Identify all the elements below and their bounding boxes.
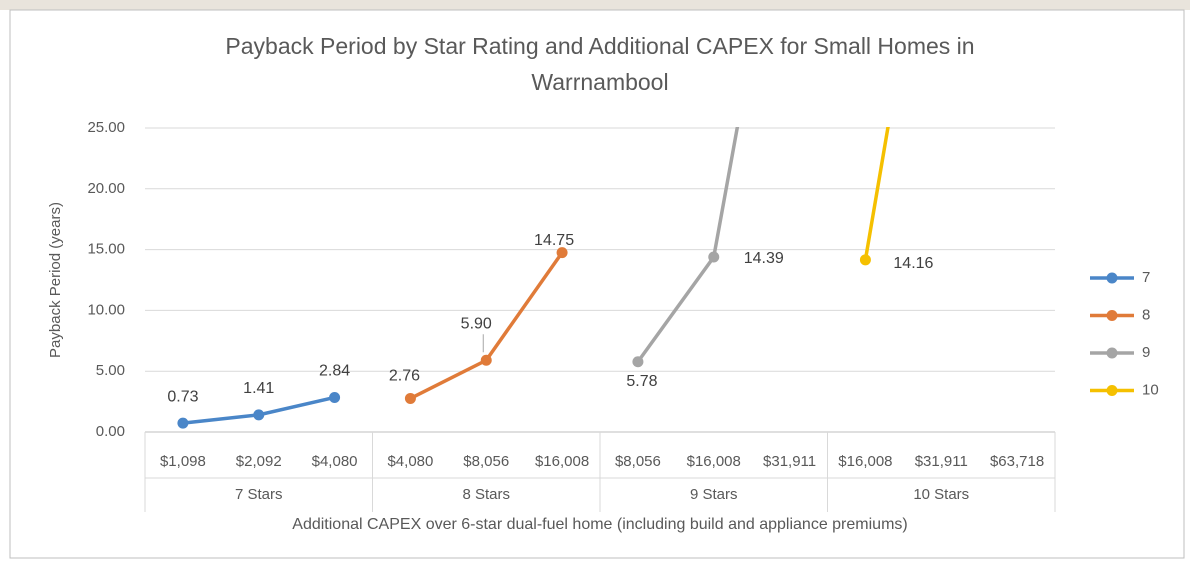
data-point [253, 409, 265, 421]
x-tick-label: $8,056 [463, 453, 509, 470]
y-tick-label: 5.00 [96, 362, 125, 379]
x-tick-label: $16,008 [535, 453, 589, 470]
title-line: Warrnambool [531, 69, 668, 95]
data-label: 5.78 [626, 373, 657, 390]
x-tick-label: $4,080 [387, 453, 433, 470]
legend-label: 8 [1142, 306, 1150, 323]
chart-frame [9, 9, 1185, 559]
x-tick-label: $8,056 [615, 453, 661, 470]
x-tick-label: $31,911 [763, 453, 816, 470]
data-point [859, 254, 871, 266]
top-strip [0, 0, 1190, 10]
data-point [708, 251, 720, 263]
data-label: 2.76 [389, 368, 420, 385]
x-tick-label: $31,911 [915, 453, 968, 470]
y-tick-label: 15.00 [87, 241, 125, 258]
plot-area [177, 127, 890, 429]
chart-title: Payback Period by Star Rating and Additi… [225, 33, 974, 95]
x-axis-title: Additional CAPEX over 6-star dual-fuel h… [292, 516, 907, 533]
x-group-label: 8 Stars [462, 486, 510, 503]
data-label: 5.90 [461, 315, 492, 332]
x-tick-label: $16,008 [687, 453, 741, 470]
data-point [177, 417, 189, 429]
y-tick-label: 10.00 [87, 301, 125, 318]
y-axis-title: Payback Period (years) [47, 202, 64, 358]
data-point [632, 356, 644, 368]
y-tick-label: 25.00 [87, 119, 125, 136]
data-label: 2.84 [319, 363, 350, 380]
data-label: 1.41 [243, 380, 274, 397]
legend-marker [1106, 272, 1118, 284]
x-tick-label: $2,092 [236, 453, 282, 470]
y-tick-label: 0.00 [96, 423, 125, 440]
x-tick-label: $4,080 [312, 453, 358, 470]
y-tick-label: 20.00 [87, 180, 125, 197]
legend-marker [1106, 385, 1118, 396]
legend-label: 9 [1142, 344, 1150, 361]
data-point [329, 391, 341, 403]
legend-label: 10 [1142, 381, 1159, 398]
legend-marker [1106, 347, 1118, 359]
data-point [556, 247, 568, 259]
data-point [480, 354, 492, 366]
x-group-label: 7 Stars [235, 486, 283, 503]
data-point [404, 392, 416, 404]
legend-label: 7 [1142, 269, 1150, 286]
series-line [863, 127, 890, 261]
data-label: 0.73 [167, 388, 198, 405]
x-tick-label: $1,098 [160, 453, 206, 470]
legend-marker [1106, 310, 1118, 321]
x-tick-label: $16,008 [838, 453, 892, 470]
data-label: 14.39 [744, 250, 784, 267]
title-line: Payback Period by Star Rating and Additi… [225, 33, 974, 59]
x-group-label: 9 Stars [690, 486, 738, 503]
data-label: 14.16 [893, 255, 933, 272]
x-tick-label: $63,718 [990, 453, 1044, 470]
x-group-label: 10 Stars [913, 486, 969, 503]
data-label: 14.75 [534, 232, 574, 249]
